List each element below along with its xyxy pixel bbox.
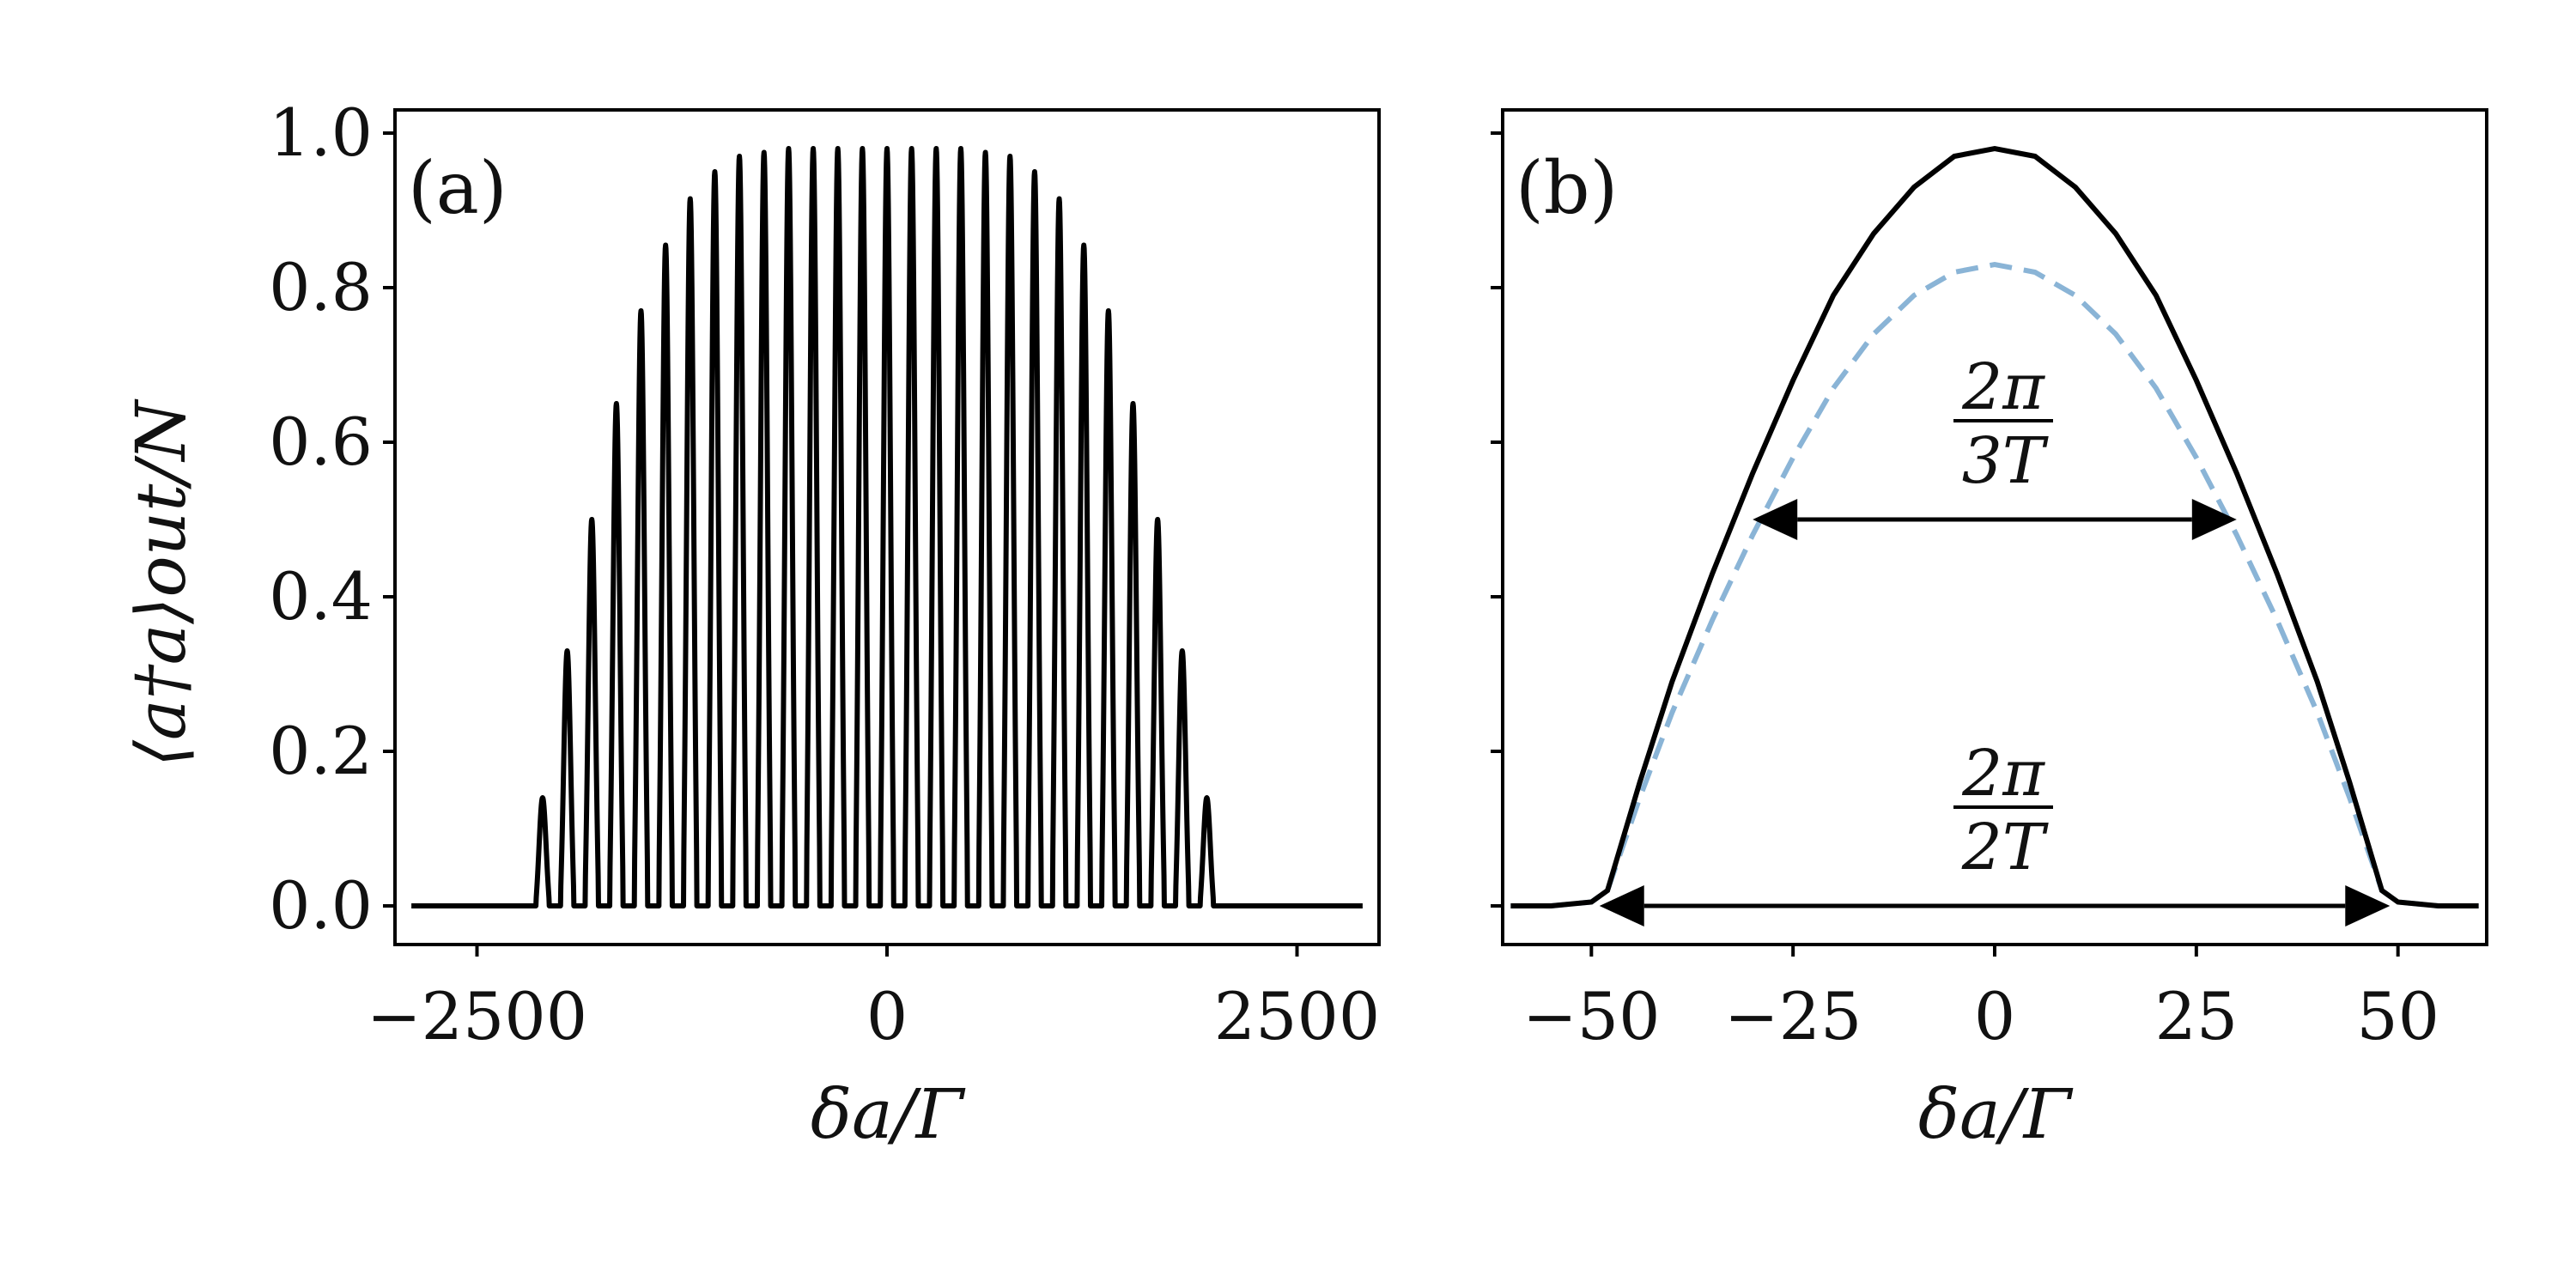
annotation-arrow-right-head — [2191, 499, 2237, 540]
panel-a-label: (a) — [408, 146, 507, 230]
panel-a-y-tick-label: 0.8 — [269, 249, 373, 325]
panel-a-x-tick-label: 0 — [866, 978, 908, 1054]
annotation-fraction-numerator: 2π — [1961, 350, 2045, 424]
panel-b-x-tick-label: 50 — [2356, 978, 2439, 1054]
panel-b-x-tick-label: 0 — [1974, 978, 2015, 1054]
panel-b-x-ticks: −50 −25 0 25 50 — [1522, 945, 2439, 1054]
panel-b-x-tick-label: −25 — [1724, 978, 1862, 1054]
panel-a-y-tick-label: 1.0 — [269, 94, 373, 171]
annotation-fraction-denominator: 2T — [1961, 811, 2049, 884]
panel-a-y-ticks: 0.0 0.2 0.4 0.6 0.8 1.0 — [269, 94, 395, 944]
panel-b-y-ticks — [1491, 131, 1503, 908]
panel-a-series-line — [411, 146, 1363, 908]
panel-a-y-tick-label: 0.4 — [269, 558, 373, 635]
annotation-arrow-left-head — [1753, 499, 1798, 540]
panel-b-x-axis-label: δa/Γ — [1918, 1074, 2074, 1154]
panel-a-y-tick-label: 0.0 — [269, 867, 373, 944]
panel-a-x-tick-label: 2500 — [1214, 978, 1380, 1054]
panel-b-dashed-series-line — [1510, 261, 2479, 908]
panel-b-solid-series-line — [1510, 145, 2479, 908]
annotation-arrow-left-head — [1599, 885, 1644, 927]
annotation-fraction-numerator: 2π — [1961, 737, 2045, 811]
panel-a-y-tick-label: 0.6 — [269, 404, 373, 480]
panel-b-x-tick-label: 25 — [2154, 978, 2238, 1054]
panel-b-x-tick-label: −50 — [1522, 978, 1660, 1054]
panel-a-y-tick-label: 0.2 — [269, 713, 373, 789]
panel-a-x-axis-label: δa/Γ — [811, 1074, 966, 1154]
panel-a-x-tick-label: −2500 — [367, 978, 587, 1054]
panel-a: 0.0 0.2 0.4 0.6 0.8 1.0 −2500 0 2500 (a) δa/Γ — [269, 94, 1381, 1154]
annotation-arrow-right-head — [2345, 885, 2391, 927]
panel-b-label: (b) — [1516, 146, 1618, 230]
panel-a-x-ticks: −2500 0 2500 — [367, 945, 1380, 1054]
annotation-fraction-denominator: 3T — [1962, 424, 2049, 498]
y-axis-label: ⟨a†a⟩out/N — [121, 398, 201, 768]
